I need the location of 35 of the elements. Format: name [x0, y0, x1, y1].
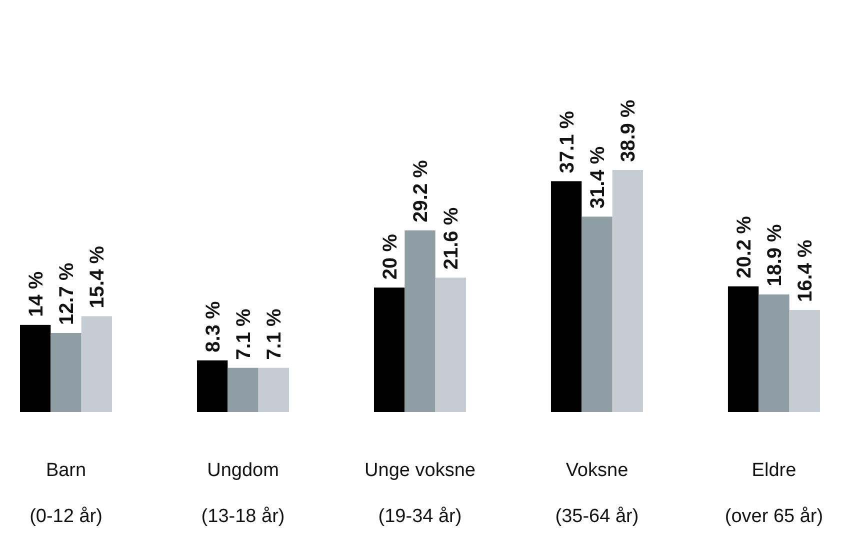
bar: [758, 294, 790, 412]
category-label: Ungdom (13-18 år): [201, 460, 285, 527]
data-label: 12.7 %: [56, 262, 78, 325]
data-label: 20.2 %: [733, 216, 756, 278]
data-label: 16.4 %: [794, 239, 817, 302]
data-label: 7.1 %: [264, 308, 286, 360]
bar: [374, 288, 405, 412]
data-label: 20 %: [379, 234, 402, 280]
data-label: 8.3 %: [202, 301, 224, 352]
bar: [228, 368, 258, 412]
bar: [258, 368, 290, 412]
data-label: 21.6 %: [440, 207, 463, 270]
data-label: 37.1 %: [556, 110, 578, 174]
data-label: 31.4 %: [586, 146, 609, 209]
category-label: Barn (0-12 år): [30, 460, 102, 527]
category-label: Unge voksne (19-34 år): [364, 460, 476, 527]
category-label: Eldre (over 65 år): [724, 460, 824, 527]
category-label: Voksne (35-64 år): [555, 460, 639, 527]
bar: [196, 360, 228, 412]
data-label: 14 %: [25, 271, 48, 317]
data-label: 7.1 %: [233, 308, 256, 360]
bar: [612, 170, 644, 412]
bar: [435, 278, 466, 412]
bar: [404, 230, 436, 412]
bar: [20, 324, 51, 412]
data-label: 29.2 %: [410, 160, 432, 222]
bar: [50, 332, 82, 412]
bar: [550, 181, 582, 412]
data-label: 18.9 %: [764, 224, 786, 286]
data-label: 15.4 %: [86, 246, 109, 308]
bar: [582, 216, 612, 412]
bar: [789, 310, 820, 412]
data-label: 38.9 %: [618, 100, 640, 162]
bar: [81, 316, 112, 412]
bar: [728, 286, 759, 412]
